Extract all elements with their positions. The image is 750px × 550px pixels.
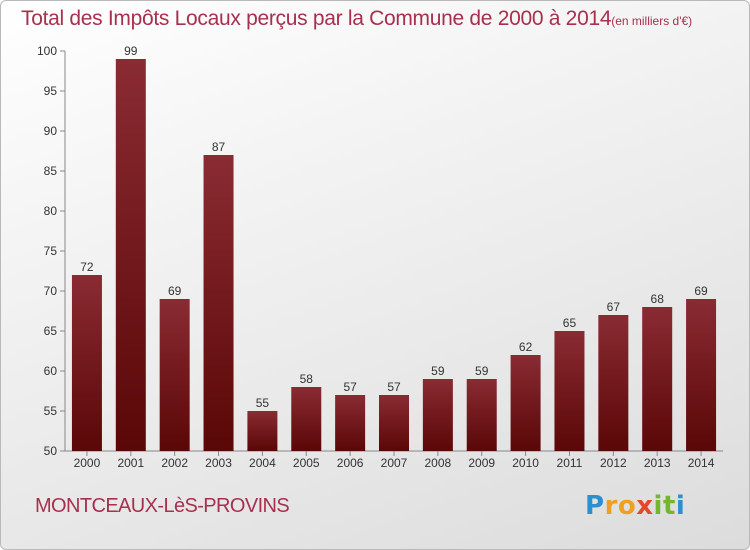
bar-2008 xyxy=(422,379,453,451)
bar-2009 xyxy=(466,379,497,451)
x-tick-label-2006: 2006 xyxy=(337,456,364,470)
value-label-2013: 68 xyxy=(651,292,665,306)
logo-letter: o xyxy=(617,491,637,521)
x-tick-label-2005: 2005 xyxy=(293,456,320,470)
bars xyxy=(71,59,717,451)
x-tick-label-2000: 2000 xyxy=(74,456,101,470)
y-tick-label: 100 xyxy=(37,44,57,58)
y-tick-label: 50 xyxy=(44,444,58,458)
bar-2006 xyxy=(335,395,366,451)
y-tick-label: 60 xyxy=(44,364,58,378)
bar-2003 xyxy=(203,155,234,451)
value-label-2005: 58 xyxy=(300,372,314,386)
bar-2011 xyxy=(554,331,585,451)
value-label-2008: 59 xyxy=(431,364,445,378)
title-line: Total des Impôts Locaux perçus par la Co… xyxy=(21,7,692,31)
chart-title: Total des Impôts Locaux perçus par la Co… xyxy=(21,7,612,30)
y-tick-label: 55 xyxy=(44,404,58,418)
y-tick-label: 80 xyxy=(44,204,58,218)
labels: 2000 72 2001 99 2002 69 2003 87 2004 55 2005 58 2006… xyxy=(74,44,715,470)
x-tick-label-2002: 2002 xyxy=(161,456,188,470)
y-tick-label: 95 xyxy=(44,84,58,98)
x-tick-label-2003: 2003 xyxy=(205,456,232,470)
bar-2002 xyxy=(159,299,190,451)
value-label-2003: 87 xyxy=(212,140,226,154)
x-tick-label-2013: 2013 xyxy=(644,456,671,470)
value-label-2014: 69 xyxy=(694,284,708,298)
logo-letter: x xyxy=(636,491,654,521)
value-label-2004: 55 xyxy=(256,396,270,410)
bar-2010 xyxy=(510,355,541,451)
value-label-2010: 62 xyxy=(519,340,533,354)
x-tick-label-2011: 2011 xyxy=(557,456,583,470)
value-label-2011: 65 xyxy=(563,316,577,330)
value-label-2002: 69 xyxy=(168,284,182,298)
chart-unit: (en milliers d'€) xyxy=(611,14,693,28)
y-tick-label: 90 xyxy=(44,124,58,138)
value-label-2001: 99 xyxy=(124,44,138,58)
logo-letter: t xyxy=(662,491,676,521)
x-tick-label-2008: 2008 xyxy=(425,456,452,470)
x-tick-label-2012: 2012 xyxy=(600,456,627,470)
y-tick-label: 85 xyxy=(44,164,58,178)
x-tick-label-2004: 2004 xyxy=(249,456,276,470)
bar-2001 xyxy=(115,59,146,451)
x-tick-label-2014: 2014 xyxy=(688,456,715,470)
y-tick-label: 65 xyxy=(44,324,58,338)
bar-2013 xyxy=(642,307,673,451)
logo-letter: i xyxy=(675,491,686,521)
bar-2012 xyxy=(598,315,629,451)
x-tick-label-2009: 2009 xyxy=(468,456,495,470)
value-label-2007: 57 xyxy=(387,380,401,394)
logo-letter: P xyxy=(585,491,605,521)
bar-2005 xyxy=(291,387,322,451)
y-tick-label: 70 xyxy=(44,284,58,298)
bar-2014 xyxy=(686,299,717,451)
value-label-2006: 57 xyxy=(343,380,357,394)
x-tick-label-2001: 2001 xyxy=(117,456,144,470)
x-tick-label-2010: 2010 xyxy=(512,456,539,470)
logo-letter: r xyxy=(604,491,618,521)
bar-2000 xyxy=(71,275,102,451)
value-label-2009: 59 xyxy=(475,364,489,378)
logo-letter: i xyxy=(653,491,663,521)
bar-2004 xyxy=(247,411,278,451)
value-label-2012: 67 xyxy=(607,300,621,314)
value-label-2000: 72 xyxy=(80,260,94,274)
bar-2007 xyxy=(379,395,409,451)
proxiti-logo: Proxiti xyxy=(585,491,685,521)
x-tick-label-2007: 2007 xyxy=(381,456,408,470)
y-tick-label: 75 xyxy=(44,244,58,258)
commune-name: MONTCEAUX-LèS-PROVINS xyxy=(35,495,290,517)
